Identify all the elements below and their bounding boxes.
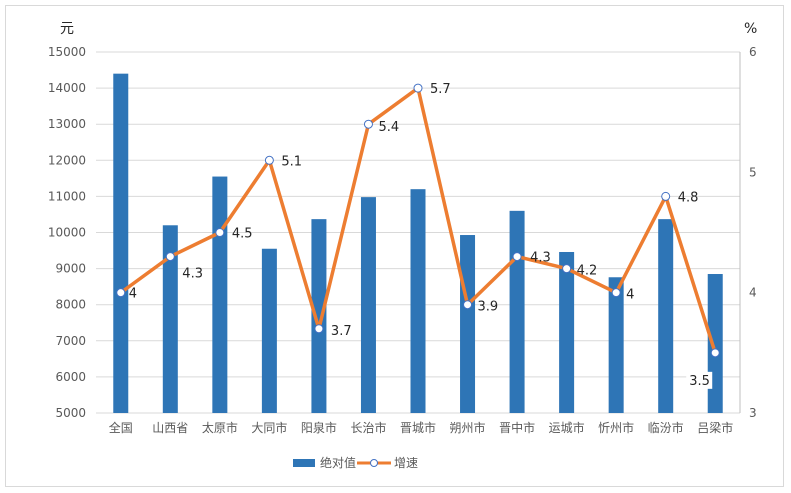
category-label: 朔州市 — [450, 420, 486, 435]
line-marker — [710, 348, 720, 358]
category-label: 临汾市 — [648, 420, 684, 435]
data-label: 4.3 — [182, 267, 203, 282]
data-label: 4.2 — [577, 264, 598, 279]
data-label: 4.5 — [232, 227, 253, 242]
data-label: 5.7 — [430, 82, 451, 97]
data-label: 3.7 — [331, 324, 352, 339]
left-tick-label: 9000 — [55, 262, 86, 276]
left-tick-label: 7000 — [55, 334, 86, 348]
category-label: 长治市 — [350, 420, 386, 435]
data-label: 4 — [626, 288, 634, 303]
chart-frame — [5, 5, 784, 487]
legend: 绝对值 增速 — [293, 455, 418, 470]
line-marker — [363, 119, 373, 129]
category-label: 晋中市 — [499, 420, 535, 435]
left-axis-ticks: 5000 6000 7000 8000 9000 10000 11000 12000 13000… — [48, 45, 86, 420]
left-tick-label: 5000 — [55, 406, 86, 420]
bar — [261, 248, 277, 413]
category-label: 大同市 — [251, 420, 287, 435]
line-marker — [116, 288, 126, 298]
right-axis-unit: % — [744, 21, 757, 37]
bar — [212, 176, 228, 413]
right-tick-label: 3 — [749, 406, 757, 420]
right-tick-label: 6 — [749, 45, 757, 59]
line-marker — [264, 155, 274, 165]
bar — [509, 210, 525, 413]
category-label: 吕梁市 — [697, 420, 733, 435]
left-axis-unit: 元 — [60, 21, 74, 37]
right-axis-ticks: 3 4 5 6 — [739, 45, 757, 420]
line-marker — [215, 228, 225, 237]
line-marker — [512, 252, 522, 262]
line-series — [116, 83, 720, 358]
bar — [162, 225, 178, 413]
bar — [113, 73, 129, 413]
right-tick-label: 4 — [749, 286, 757, 300]
data-label: 4 — [129, 287, 137, 302]
line-marker — [413, 83, 423, 93]
legend-line-marker — [370, 459, 378, 467]
data-label: 5.1 — [281, 154, 302, 169]
left-tick-label: 14000 — [48, 81, 86, 95]
bar — [410, 189, 426, 413]
category-label: 晋城市 — [400, 420, 436, 435]
legend-line-label: 增速 — [394, 456, 418, 470]
bar — [559, 251, 575, 413]
left-tick-label: 13000 — [48, 117, 86, 131]
data-label: 3.9 — [478, 300, 499, 315]
left-tick-label: 8000 — [55, 298, 86, 312]
data-label-bg — [686, 371, 713, 389]
left-tick-label: 12000 — [48, 153, 86, 167]
category-label: 运城市 — [549, 420, 585, 435]
bar — [707, 274, 723, 413]
left-tick-label: 6000 — [55, 370, 86, 384]
line-marker — [661, 191, 671, 201]
bar — [460, 235, 476, 413]
legend-bar-label: 绝对值 — [320, 455, 356, 470]
data-label: 3.5 — [689, 374, 710, 389]
bar — [658, 219, 674, 413]
bar — [608, 277, 624, 413]
left-tick-label: 10000 — [48, 226, 86, 240]
left-tick-label: 11000 — [48, 189, 86, 203]
category-label: 太原市 — [202, 420, 238, 435]
left-tick-label: 15000 — [48, 45, 86, 59]
bar — [360, 197, 376, 413]
line-marker — [562, 264, 572, 274]
data-label: 4.8 — [678, 190, 699, 205]
category-label: 忻州市 — [598, 420, 634, 435]
line-marker — [165, 252, 175, 262]
category-label: 全国 — [109, 420, 133, 435]
line-marker — [463, 300, 473, 310]
data-label: 5.4 — [378, 120, 399, 135]
data-labels: 4 4.3 4.5 5.1 3.7 5.4 5.7 3.9 4.3 4.2 4 4.8 3.5 — [129, 82, 713, 389]
legend-bar-swatch — [293, 459, 315, 467]
category-label: 山西省 — [152, 421, 188, 435]
data-label: 4.3 — [530, 251, 551, 266]
line-marker — [314, 324, 324, 334]
line-marker — [611, 288, 621, 298]
bar — [311, 219, 327, 413]
category-labels: 全国 山西省 太原市 大同市 阳泉市 长治市 晋城市 朔州市 晋中市 运城市 忻州市 临汾市 吕梁市 — [109, 420, 733, 435]
right-tick-label: 5 — [749, 165, 757, 179]
category-label: 阳泉市 — [301, 420, 337, 435]
